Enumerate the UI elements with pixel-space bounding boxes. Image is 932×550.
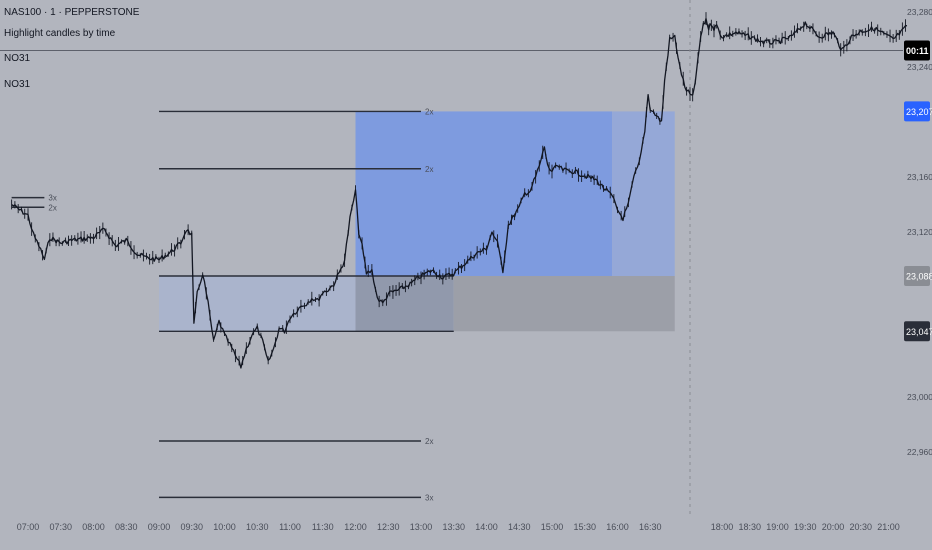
price-series bbox=[11, 12, 908, 369]
level-label: 3x bbox=[425, 493, 433, 502]
price-label-box bbox=[904, 40, 930, 61]
price-tick-label: 23,160.0 bbox=[907, 172, 932, 182]
time-tick-label: 19:30 bbox=[794, 522, 817, 532]
study-label[interactable]: NO31 bbox=[4, 53, 31, 64]
price-tick-label: 23,120.0 bbox=[907, 227, 932, 237]
time-tick-label: 07:00 bbox=[17, 522, 40, 532]
time-tick-label: 16:30 bbox=[639, 522, 662, 532]
zone-box bbox=[453, 276, 675, 332]
time-tick-label: 09:30 bbox=[180, 522, 203, 532]
time-tick-label: 18:30 bbox=[738, 522, 761, 532]
time-tick-label: 19:00 bbox=[766, 522, 789, 532]
time-tick-label: 08:30 bbox=[115, 522, 138, 532]
study-label[interactable]: NO31 bbox=[4, 79, 31, 90]
price-tick-label: 22,960.0 bbox=[907, 447, 932, 457]
price-label-layer: 00:11 23,207.7 23,088.0 23,047.8 bbox=[904, 40, 932, 342]
time-tick-label: 18:00 bbox=[711, 522, 734, 532]
price-tick-label: 23,280.0 bbox=[907, 7, 932, 17]
level-label: 2x bbox=[425, 107, 433, 116]
chart-legend: NAS100 · 1 · PEPPERSTONE Highlight candl… bbox=[4, 4, 139, 98]
time-tick-label: 10:30 bbox=[246, 522, 269, 532]
level-label: 3x bbox=[48, 194, 56, 203]
time-tick-label: 15:30 bbox=[573, 522, 596, 532]
time-tick-label: 07:30 bbox=[49, 522, 72, 532]
price-label-text: 23,207.7 bbox=[906, 107, 932, 117]
time-tick-label: 21:00 bbox=[877, 522, 900, 532]
level-label: 2x bbox=[425, 437, 433, 446]
level-label: 2x bbox=[425, 165, 433, 174]
price-label-box bbox=[904, 101, 930, 122]
price-label-box bbox=[904, 321, 930, 342]
price-tick-label: 23,000.0 bbox=[907, 392, 932, 402]
time-tick-label: 13:00 bbox=[410, 522, 433, 532]
time-tick-label: 10:00 bbox=[213, 522, 236, 532]
zone-box bbox=[159, 276, 356, 332]
level-label: 2x bbox=[48, 203, 56, 212]
time-tick-label: 14:30 bbox=[508, 522, 531, 532]
price-label-text: 23,047.8 bbox=[906, 327, 932, 337]
time-tick-label: 15:00 bbox=[541, 522, 564, 532]
price-tick-label: 23,240.0 bbox=[907, 62, 932, 72]
time-tick-label: 14:00 bbox=[475, 522, 498, 532]
price-label-text: 00:11 bbox=[906, 46, 929, 56]
time-tick-label: 08:00 bbox=[82, 522, 105, 532]
zone-layer bbox=[159, 111, 675, 332]
time-tick-label: 12:00 bbox=[344, 522, 367, 532]
indicator-name[interactable]: Highlight candles by time bbox=[4, 28, 116, 39]
time-tick-label: 11:30 bbox=[312, 522, 334, 532]
symbol-title[interactable]: NAS100 · 1 · PEPPERSTONE bbox=[4, 7, 140, 18]
time-tick-label: 16:00 bbox=[606, 522, 629, 532]
time-tick-label: 20:00 bbox=[822, 522, 845, 532]
price-label-text: 23,088.0 bbox=[906, 272, 932, 282]
time-tick-label: 13:30 bbox=[442, 522, 465, 532]
time-tick-label: 09:00 bbox=[148, 522, 171, 532]
time-axis[interactable]: 07:00 07:30 08:00 08:30 09:00 09:30 10:00 10:30… bbox=[17, 522, 900, 532]
price-label-box bbox=[904, 266, 930, 286]
time-tick-label: 11:00 bbox=[279, 522, 301, 532]
zone-box bbox=[355, 276, 454, 332]
time-tick-label: 20:30 bbox=[849, 522, 872, 532]
time-tick-label: 12:30 bbox=[377, 522, 400, 532]
